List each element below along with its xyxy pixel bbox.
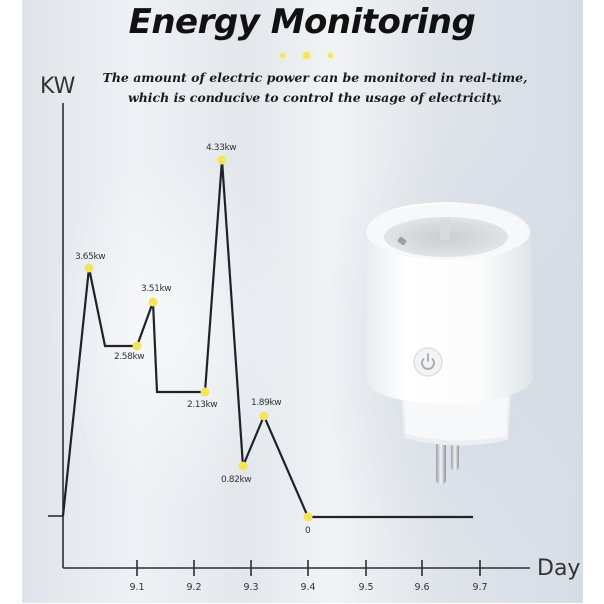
x-tick-label: 9.1 — [129, 582, 145, 593]
x-tick-label: 9.4 — [300, 582, 316, 593]
x-tick-label: 9.7 — [472, 582, 488, 593]
point-label: 0.82kw — [221, 475, 252, 485]
point-label: 3.51kw — [141, 284, 172, 294]
point-label: 4.33kw — [206, 143, 237, 153]
page-title: Energy Monitoring — [128, 2, 476, 42]
x-tick-label: 9.5 — [358, 582, 374, 593]
point-label: 2.13kw — [187, 400, 218, 410]
subtitle-line-2: which is conducive to control the usage … — [127, 90, 503, 105]
subtitle-line-1: The amount of electric power can be moni… — [102, 70, 528, 85]
data-points — [84, 155, 313, 522]
point-label: 2.58kw — [114, 352, 145, 362]
x-ticks — [136, 560, 481, 576]
power-button — [413, 347, 443, 377]
decor-dot — [280, 53, 285, 58]
power-icon — [421, 358, 435, 370]
decor-dot — [328, 53, 333, 58]
x-tick-label: 9.6 — [414, 582, 430, 593]
point-label: 1.89kw — [251, 398, 282, 408]
power-line — [61, 159, 473, 519]
point-label: 0 — [305, 526, 311, 536]
x-tick-label: 9.2 — [186, 582, 202, 593]
y-axis-label: KW — [40, 74, 76, 99]
x-axis-label: Day — [537, 556, 581, 581]
plug-pin — [436, 436, 446, 484]
plug-pin — [451, 440, 459, 470]
decor-dot — [303, 52, 310, 59]
x-tick-label: 9.3 — [243, 582, 259, 593]
point-label: 3.65kw — [75, 252, 106, 262]
